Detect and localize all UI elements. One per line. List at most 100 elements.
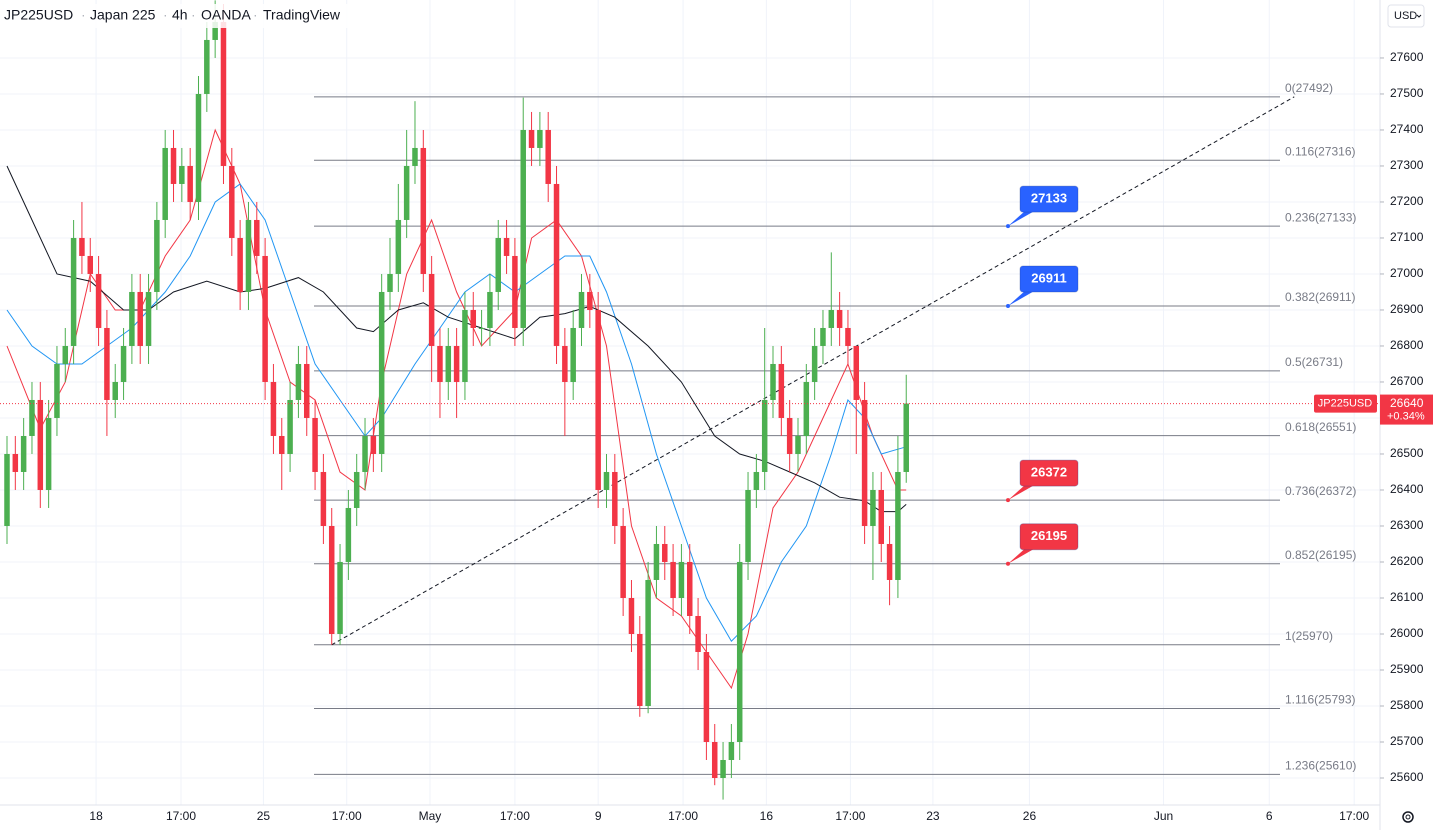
- candle-body: [395, 219, 402, 274]
- y-tick-label: 27300: [1390, 158, 1424, 172]
- candle-body: [162, 147, 168, 220]
- callout-anchor: [1006, 498, 1010, 503]
- x-tick-label: 23: [926, 809, 940, 823]
- candle-body: [703, 651, 710, 742]
- candle-body: [12, 453, 19, 472]
- candle-body: [104, 327, 110, 400]
- candle-body: [403, 165, 410, 220]
- candle-body: [711, 741, 718, 778]
- candle-body: [145, 291, 152, 346]
- last-change: +0.34%: [1387, 410, 1425, 422]
- separator: ·: [191, 7, 196, 23]
- candle-body: [487, 291, 493, 328]
- candle-body: [753, 471, 760, 490]
- callout: 27133: [1006, 185, 1079, 229]
- settings-icon[interactable]: [1402, 811, 1414, 823]
- candle-body: [420, 147, 427, 274]
- moving-average: [6, 128, 907, 690]
- y-tick-label: 26900: [1390, 302, 1424, 316]
- candle-body: [387, 273, 393, 292]
- candle-body: [95, 273, 102, 328]
- candle-body: [412, 147, 418, 166]
- callout-pointer: [1008, 484, 1036, 501]
- candle-body: [778, 363, 785, 418]
- currency[interactable]: USD: [1394, 10, 1417, 22]
- candle-body: [287, 399, 293, 454]
- gear-hub: [1405, 814, 1411, 820]
- fib-label: 0.116(27316): [1285, 144, 1356, 158]
- callout-anchor: [1006, 224, 1010, 229]
- y-tick-label: 25700: [1390, 734, 1424, 748]
- x-tick-label: 16: [760, 809, 774, 823]
- candle-body: [520, 129, 526, 328]
- last-price: 26640: [1390, 396, 1424, 410]
- callout-label: 27133: [1031, 191, 1067, 206]
- source: TradingView: [263, 7, 341, 23]
- callout-box: [1019, 523, 1079, 551]
- interval: 4h: [172, 7, 188, 23]
- candle-body: [503, 237, 510, 256]
- candle-body: [612, 471, 618, 526]
- candle-body: [853, 345, 860, 400]
- candle-body: [245, 219, 252, 292]
- x-tick-label: 17:00: [332, 809, 362, 823]
- candle-body: [695, 615, 701, 652]
- currency-button[interactable]: USD: [1387, 4, 1425, 28]
- fib-label: 1.236(25610): [1285, 759, 1356, 773]
- candle-body: [453, 345, 460, 382]
- candle-body: [262, 255, 268, 382]
- candle-body: [345, 507, 352, 562]
- candle-body: [728, 741, 735, 760]
- x-tick-label: 17:00: [500, 809, 530, 823]
- currency-button-box[interactable]: [1387, 4, 1425, 28]
- fib-label: 1.116(25793): [1285, 693, 1356, 707]
- instrument-name: Japan 225: [90, 7, 156, 23]
- candle-body: [537, 129, 543, 148]
- candle-body: [528, 129, 535, 148]
- candle-body: [353, 471, 360, 508]
- x-tick-label: 9: [595, 809, 602, 823]
- candle-body: [878, 489, 885, 544]
- candle-body: [29, 399, 35, 436]
- callout: 26372: [1006, 459, 1079, 503]
- candle-body: [20, 435, 27, 472]
- candle-body: [45, 417, 52, 490]
- x-tick-label: 17:00: [668, 809, 698, 823]
- candle-body: [620, 525, 626, 598]
- x-tick-label: 26: [1023, 809, 1037, 823]
- candle-body: [786, 417, 793, 454]
- x-tick-label: 17:00: [835, 809, 865, 823]
- header: JP225USD · Japan 225 · 4h · OANDA · Trad…: [0, 4, 356, 28]
- candle-body: [895, 471, 901, 580]
- candle-body: [745, 489, 751, 562]
- moving-average: [6, 183, 907, 643]
- callout: 26911: [1006, 265, 1079, 309]
- candle-body: [70, 237, 77, 346]
- symbol-tag: [1314, 394, 1377, 413]
- candle-body: [204, 39, 210, 94]
- candle-body: [570, 327, 576, 382]
- y-tick-label: 27100: [1390, 230, 1424, 244]
- x-tick-label: 17:00: [166, 809, 196, 823]
- separator: ·: [163, 7, 168, 23]
- candle-body: [628, 597, 635, 634]
- fib-label: 0.5(26731): [1285, 355, 1343, 369]
- candle-body: [187, 165, 193, 202]
- candle-body: [320, 471, 327, 526]
- y-tick-label: 27600: [1390, 50, 1424, 64]
- candle-body: [4, 453, 10, 526]
- fib-label: 0.736(26372): [1285, 484, 1356, 498]
- symbol-tag-label: JP225USD: [1318, 397, 1372, 409]
- candle-body: [437, 345, 443, 382]
- candle-body: [645, 579, 651, 706]
- gear[interactable]: [1402, 811, 1414, 823]
- y-tick-label: 25600: [1390, 770, 1424, 784]
- candle-body: [761, 399, 768, 472]
- callout-anchor: [1006, 304, 1010, 309]
- fib-label: 0.382(26911): [1285, 290, 1356, 304]
- callout-pointer: [1008, 547, 1036, 564]
- candle-body: [903, 403, 909, 472]
- callout-label: 26911: [1031, 270, 1066, 285]
- candle-body: [87, 255, 94, 274]
